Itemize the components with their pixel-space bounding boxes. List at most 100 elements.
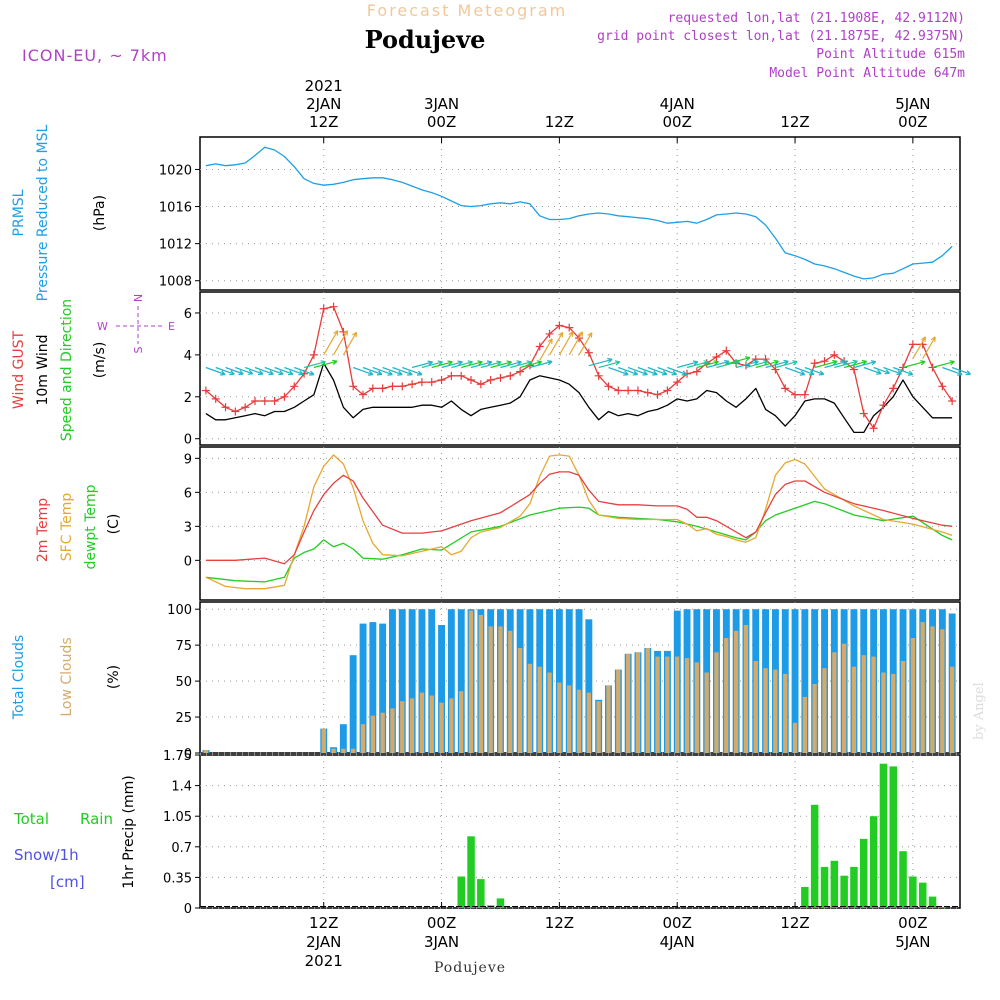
wind-direction-arrow bbox=[902, 360, 926, 369]
low-cloud-bar bbox=[842, 643, 847, 753]
gust-marker bbox=[722, 346, 731, 355]
precip-label-cm: [cm] bbox=[50, 873, 85, 891]
low-cloud-bar bbox=[419, 692, 425, 753]
gust-marker bbox=[349, 382, 358, 391]
top-time-year: 2021 bbox=[305, 77, 343, 95]
gust-marker bbox=[565, 323, 574, 332]
wind-direction-arrow bbox=[568, 331, 584, 356]
gust-marker bbox=[791, 390, 800, 399]
gust-marker bbox=[535, 342, 544, 351]
gust-marker bbox=[427, 378, 436, 387]
bottom-time-year: 2021 bbox=[305, 952, 343, 970]
low-cloud-bar bbox=[370, 715, 375, 753]
gust-marker bbox=[614, 386, 623, 395]
pressure-label-prmsl: PRMSL bbox=[11, 189, 27, 236]
low-cloud-bar bbox=[714, 652, 719, 753]
total-cloud-bar bbox=[359, 623, 367, 753]
gust-marker bbox=[849, 365, 858, 374]
compass-s: S bbox=[132, 346, 145, 353]
wind-direction-arrow bbox=[794, 366, 815, 376]
grid-point-coords: grid point closest lon,lat (21.1875E, 42… bbox=[597, 29, 965, 44]
rain-bar bbox=[860, 838, 868, 908]
gust-marker bbox=[241, 403, 250, 412]
low-cloud-bar bbox=[547, 672, 552, 753]
rain-bar bbox=[889, 766, 897, 908]
gust-marker bbox=[908, 340, 917, 349]
wind-direction-arrow bbox=[323, 330, 339, 356]
low-cloud-bar bbox=[783, 673, 788, 753]
wind-direction-arrow bbox=[667, 366, 688, 376]
total-cloud-bar bbox=[457, 609, 465, 753]
rain-bar bbox=[830, 860, 839, 908]
gust-marker bbox=[358, 390, 367, 399]
wind-direction-arrow bbox=[824, 359, 848, 369]
wind-direction-arrow bbox=[696, 360, 719, 369]
gust-marker bbox=[800, 390, 809, 399]
total-cloud-bar bbox=[398, 609, 406, 753]
low-cloud-bar bbox=[409, 698, 415, 753]
pressure-panel-frame bbox=[199, 136, 961, 291]
wind-label-unit: (m/s) bbox=[92, 342, 108, 379]
top-time-date: 3JAN bbox=[424, 95, 459, 113]
temp-label-unit: (C) bbox=[106, 514, 122, 535]
gust-marker bbox=[692, 367, 701, 376]
gust-marker bbox=[398, 382, 407, 391]
gust-marker bbox=[388, 382, 397, 391]
gust-marker bbox=[260, 396, 269, 405]
bottom-time-hour: 00Z bbox=[427, 914, 456, 932]
gust-marker bbox=[368, 384, 377, 393]
wind-direction-arrow bbox=[814, 359, 838, 369]
low-cloud-bar bbox=[508, 630, 513, 753]
wind-direction-arrow bbox=[932, 360, 955, 369]
low-cloud-bar bbox=[498, 626, 503, 753]
gust-marker bbox=[417, 378, 426, 387]
gust-marker bbox=[476, 380, 485, 389]
temperature-ytick-label: 3 bbox=[184, 520, 192, 535]
clouds-ytick-label: 25 bbox=[175, 711, 192, 726]
low-cloud-bar bbox=[527, 663, 533, 753]
precip-ytick-label: 1.75 bbox=[163, 749, 192, 764]
wind-direction-arrow bbox=[264, 366, 284, 376]
low-cloud-bar bbox=[763, 668, 768, 753]
bottom-time-hour: 12Z bbox=[309, 914, 338, 932]
wind-direction-arrow bbox=[225, 366, 244, 376]
total-cloud-bar bbox=[801, 609, 809, 753]
gust-marker bbox=[830, 350, 839, 359]
wind-direction-arrow bbox=[784, 366, 806, 376]
wind-direction-arrow bbox=[451, 360, 473, 369]
gust-marker bbox=[889, 384, 898, 393]
clouds-label-total: Total Clouds bbox=[11, 635, 27, 720]
bottom-time-hour: 12Z bbox=[780, 914, 809, 932]
requested-coords: requested lon,lat (21.1908E, 42.9112N) bbox=[668, 11, 965, 26]
low-cloud-bar bbox=[743, 625, 749, 753]
precip-label-snow: Snow/1h bbox=[14, 846, 79, 864]
rain-bar bbox=[899, 851, 907, 908]
low-cloud-bar bbox=[871, 656, 876, 753]
gust-marker bbox=[820, 357, 829, 366]
wind-direction-arrow bbox=[470, 360, 493, 369]
low-cloud-bar bbox=[940, 629, 945, 753]
low-cloud-bar bbox=[596, 701, 601, 753]
bottom-time-date: 4JAN bbox=[660, 933, 695, 951]
wind-label-speed-dir: Speed and Direction bbox=[59, 299, 75, 441]
wind-direction-arrow bbox=[402, 366, 423, 376]
clouds-label-unit: (%) bbox=[106, 665, 122, 689]
temperature-ytick-label: 9 bbox=[184, 452, 192, 467]
low-cloud-bar bbox=[930, 626, 935, 753]
footer-station: Podujeve bbox=[434, 960, 506, 976]
total-cloud-bar bbox=[389, 609, 396, 753]
gust-marker bbox=[290, 382, 299, 391]
compass-e: E bbox=[168, 320, 175, 333]
precip-ytick-label: 0 bbox=[184, 902, 192, 917]
low-cloud-bar bbox=[675, 656, 680, 753]
wind-ytick-label: 2 bbox=[184, 391, 192, 406]
top-time-hour: 12Z bbox=[309, 113, 338, 131]
wind-direction-arrow bbox=[647, 366, 668, 376]
low-cloud-bar bbox=[400, 701, 405, 753]
wind-direction-arrow bbox=[627, 366, 648, 376]
precip-ytick-label: 0.35 bbox=[163, 871, 192, 886]
wind-direction-arrow bbox=[873, 366, 891, 375]
wind-direction-arrow bbox=[608, 366, 629, 376]
wind-direction-arrow bbox=[411, 360, 433, 369]
low-cloud-bar bbox=[360, 724, 366, 753]
